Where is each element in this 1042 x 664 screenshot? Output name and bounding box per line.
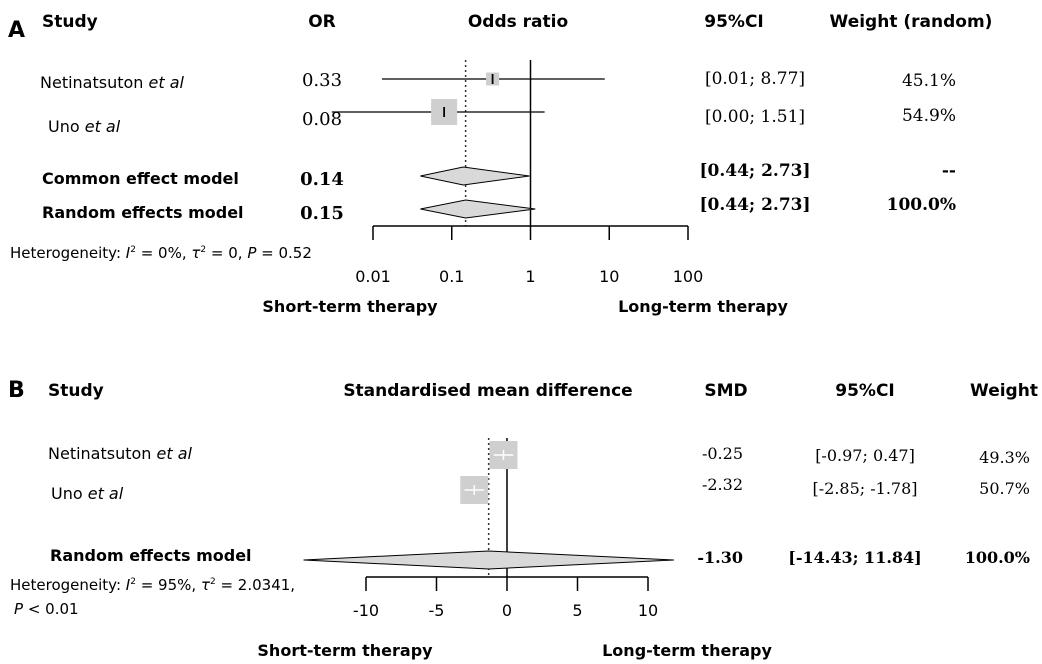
panel-a-random-model-ci: [0.44; 2.73]: [699, 195, 810, 215]
panel-a-x-tick-label-5: 100: [673, 267, 704, 286]
panel-b-study-2-smd: -2.32: [702, 475, 743, 494]
panel-a-study-2-weight: 54.9%: [902, 106, 956, 126]
panel-b-random-model-ci: [-14.43; 11.84]: [788, 548, 921, 567]
panel-a-x-tick-label-2: 0.1: [439, 267, 464, 286]
panel-a-heterogeneity: Heterogeneity: I2 = 0%, τ2 = 0, P = 0.52: [10, 244, 312, 262]
panel-a-study-2-ci: [0.00; 1.51]: [705, 107, 805, 127]
panel-b: B Study Standardised mean difference SMD…: [8, 378, 1038, 660]
panel-a-right-label: Long-term therapy: [618, 297, 788, 316]
panel-b-heterogeneity-p: P < 0.01: [14, 600, 79, 618]
panel-a-model-2-diamond: [420, 199, 536, 219]
panel-b-study-1-name: Netinatsuton et al: [48, 444, 193, 463]
panel-a-common-model-or: 0.14: [300, 169, 344, 190]
panel-a-left-label: Short-term therapy: [262, 297, 438, 316]
panel-b-left-label: Short-term therapy: [257, 641, 433, 660]
panel-b-header-weight: Weight: [970, 381, 1038, 401]
panel-a-study-1-ci: [0.01; 8.77]: [705, 69, 805, 89]
panel-a-model-1-diamond: [420, 166, 530, 186]
panel-a-header-study: Study: [42, 12, 98, 32]
panel-a-common-model-ci: [0.44; 2.73]: [699, 161, 810, 181]
panel-a-random-model-or: 0.15: [300, 203, 344, 224]
panel-a-header-ci: 95%CI: [704, 12, 764, 32]
panel-a-header-weight: Weight (random): [830, 12, 993, 32]
panel-a-x-tick-label-1: 0.01: [355, 267, 391, 286]
panel-a-plot-area: 0.01 0.1 1 10 100: [331, 60, 704, 286]
panel-b-model-1-diamond: [303, 550, 674, 570]
panel-a-common-model-weight: --: [942, 161, 956, 181]
panel-b-x-tick-label-3: 0: [502, 601, 512, 620]
panel-b-study-1-weight: 49.3%: [979, 448, 1030, 467]
panel-b-header-plot: Standardised mean difference: [343, 381, 632, 401]
panel-a-x-tick-label-3: 1: [525, 267, 535, 286]
panel-a-study-2-or: 0.08: [302, 109, 342, 130]
panel-a-study-1-or: 0.33: [302, 70, 342, 91]
panel-b-header-ci: 95%CI: [835, 381, 895, 401]
panel-a-x-tick-label-4: 10: [599, 267, 619, 286]
panel-b-header-smd: SMD: [704, 381, 747, 401]
panel-a-random-model-weight: 100.0%: [887, 195, 956, 215]
panel-b-heterogeneity: Heterogeneity: I2 = 95%, τ2 = 2.0341,: [10, 576, 295, 594]
panel-a-study-2-name: Uno et al: [48, 117, 121, 136]
panel-a-letter: A: [8, 18, 25, 43]
panel-b-x-tick-label-2: -5: [429, 601, 445, 620]
panel-b-study-2-name: Uno et al: [51, 484, 124, 503]
panel-a-header-plot: Odds ratio: [468, 12, 568, 32]
panel-a-study-1-name: Netinatsuton et al: [40, 73, 185, 92]
panel-b-x-tick-label-1: -10: [353, 601, 379, 620]
panel-b-letter: B: [8, 378, 25, 403]
panel-b-study-1-ci: [-0.97; 0.47]: [815, 446, 915, 465]
panel-b-plot-area: -10 -5 0 5 10: [303, 438, 674, 620]
panel-b-random-model-name: Random effects model: [50, 546, 252, 565]
panel-b-random-model-weight: 100.0%: [965, 548, 1030, 567]
panel-b-x-tick-label-4: 5: [572, 601, 582, 620]
panel-a-common-model-name: Common effect model: [42, 169, 239, 188]
panel-b-x-tick-label-5: 10: [638, 601, 658, 620]
panel-b-right-label: Long-term therapy: [602, 641, 772, 660]
panel-b-header-study: Study: [48, 381, 104, 401]
panel-a: A Study OR Odds ratio 95%CI Weight (rand…: [8, 12, 992, 316]
panel-b-study-1-smd: -0.25: [702, 444, 743, 463]
panel-a-header-or: OR: [308, 12, 336, 32]
panel-b-random-model-smd: -1.30: [697, 548, 743, 567]
panel-a-random-model-name: Random effects model: [42, 203, 244, 222]
panel-b-study-2-ci: [-2.85; -1.78]: [812, 479, 917, 498]
panel-a-study-1-weight: 45.1%: [902, 71, 956, 91]
panel-b-study-2-weight: 50.7%: [979, 479, 1030, 498]
